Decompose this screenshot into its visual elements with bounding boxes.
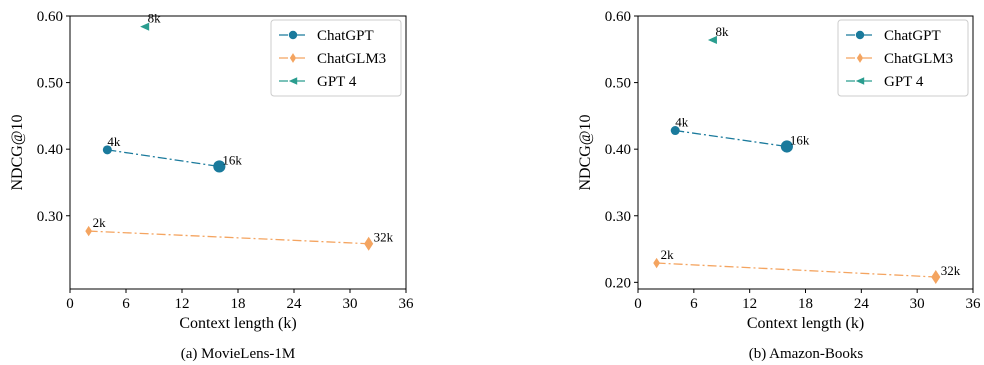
data-point-label: 4k: [675, 115, 689, 130]
x-tick-label: 18: [231, 296, 246, 312]
data-point-label: 16k: [222, 152, 242, 167]
legend-entry-label: GPT 4: [317, 74, 357, 90]
y-axis-label: NDCG@10: [9, 114, 26, 190]
x-tick-label: 30: [910, 296, 925, 312]
data-point-label: 2k: [93, 215, 107, 230]
subplot-caption: (a) MovieLens-1M: [181, 346, 296, 362]
x-tick-label: 6: [690, 296, 698, 312]
legend-swatch-marker: [289, 53, 297, 63]
subplot-b: 0 6 12 18 24 30 36 0.20 0.30 0.40 0.50 0.60 Context …: [577, 9, 981, 362]
legend-entry-label: ChatGPT: [884, 28, 941, 44]
data-point-marker: [653, 257, 660, 269]
x-tick-label: 24: [287, 296, 303, 312]
legend-swatch-marker: [855, 30, 865, 40]
series-line: [88, 230, 369, 245]
legend-entry-label: ChatGLM3: [317, 51, 386, 67]
x-tick-label: 12: [175, 296, 190, 312]
data-point-marker: [707, 35, 717, 45]
series-chatgpt: 4k 16k: [102, 134, 242, 173]
data-point-label: 16k: [790, 133, 810, 148]
x-axis-label: Context length (k): [747, 315, 864, 332]
data-point-marker: [364, 236, 374, 251]
data-point-marker: [85, 225, 93, 237]
series-chatglm3: 2k 32k: [85, 215, 394, 251]
data-point-label: 32k: [941, 263, 961, 278]
series-gpt-4: 8k: [707, 24, 729, 45]
x-axis-label: Context length (k): [179, 315, 296, 332]
data-point-marker: [213, 160, 226, 173]
y-tick-label: 0.30: [37, 209, 63, 225]
data-point-marker: [931, 270, 941, 285]
legend-swatch-marker: [855, 77, 865, 85]
y-tick-label: 0.50: [37, 76, 63, 92]
data-point-label: 2k: [661, 247, 675, 262]
x-tick-label: 18: [798, 296, 813, 312]
legend: ChatGPT ChatGLM3 GPT 4: [270, 19, 402, 97]
data-point-label: 8k: [148, 11, 162, 26]
y-axis-label: NDCG@10: [577, 114, 594, 190]
subplot-caption: (b) Amazon-Books: [749, 346, 864, 362]
legend-swatch-marker: [856, 53, 864, 63]
x-tick-label: 6: [122, 296, 130, 312]
series-gpt-4: 8k: [140, 11, 161, 31]
legend-entry-label: ChatGLM3: [884, 51, 953, 67]
y-tick-label: 0.30: [605, 209, 631, 225]
data-point-label: 32k: [374, 230, 394, 245]
legend-entry-label: GPT 4: [884, 74, 924, 90]
legend-box: [837, 19, 969, 97]
data-point-marker: [780, 140, 793, 153]
series-line: [656, 262, 936, 278]
legend-swatch-marker: [288, 30, 298, 40]
y-tick-label: 0.60: [605, 9, 631, 25]
data-point-label: 8k: [715, 24, 729, 39]
y-tick-label: 0.40: [37, 142, 63, 158]
series-chatglm3: 2k 32k: [653, 247, 961, 285]
legend-box: [270, 19, 402, 97]
x-tick-label: 36: [399, 296, 415, 312]
x-tick-label: 0: [66, 296, 74, 312]
x-tick-label: 36: [966, 296, 982, 312]
data-point-marker: [102, 145, 112, 155]
data-point-marker: [670, 126, 680, 136]
series-chatgpt: 4k 16k: [670, 115, 810, 153]
y-tick-label: 0.60: [37, 9, 63, 25]
x-tick-label: 24: [854, 296, 870, 312]
data-point-label: 4k: [107, 134, 121, 149]
legend-swatch-marker: [288, 77, 298, 85]
x-tick-label: 12: [742, 296, 757, 312]
data-point-marker: [140, 22, 150, 31]
y-tick-label: 0.20: [605, 275, 631, 291]
x-tick-label: 0: [634, 296, 642, 312]
subplot-a: 0 6 12 18 24 30 36 0.30 0.40 0.50 0.60 Context leng…: [9, 9, 414, 362]
x-tick-label: 30: [343, 296, 358, 312]
series-line: [107, 149, 220, 168]
series-line: [675, 129, 787, 148]
y-tick-label: 0.40: [605, 142, 631, 158]
legend-entry-label: ChatGPT: [317, 28, 374, 44]
legend: ChatGPT ChatGLM3 GPT 4: [837, 19, 969, 97]
y-tick-label: 0.50: [605, 76, 631, 92]
